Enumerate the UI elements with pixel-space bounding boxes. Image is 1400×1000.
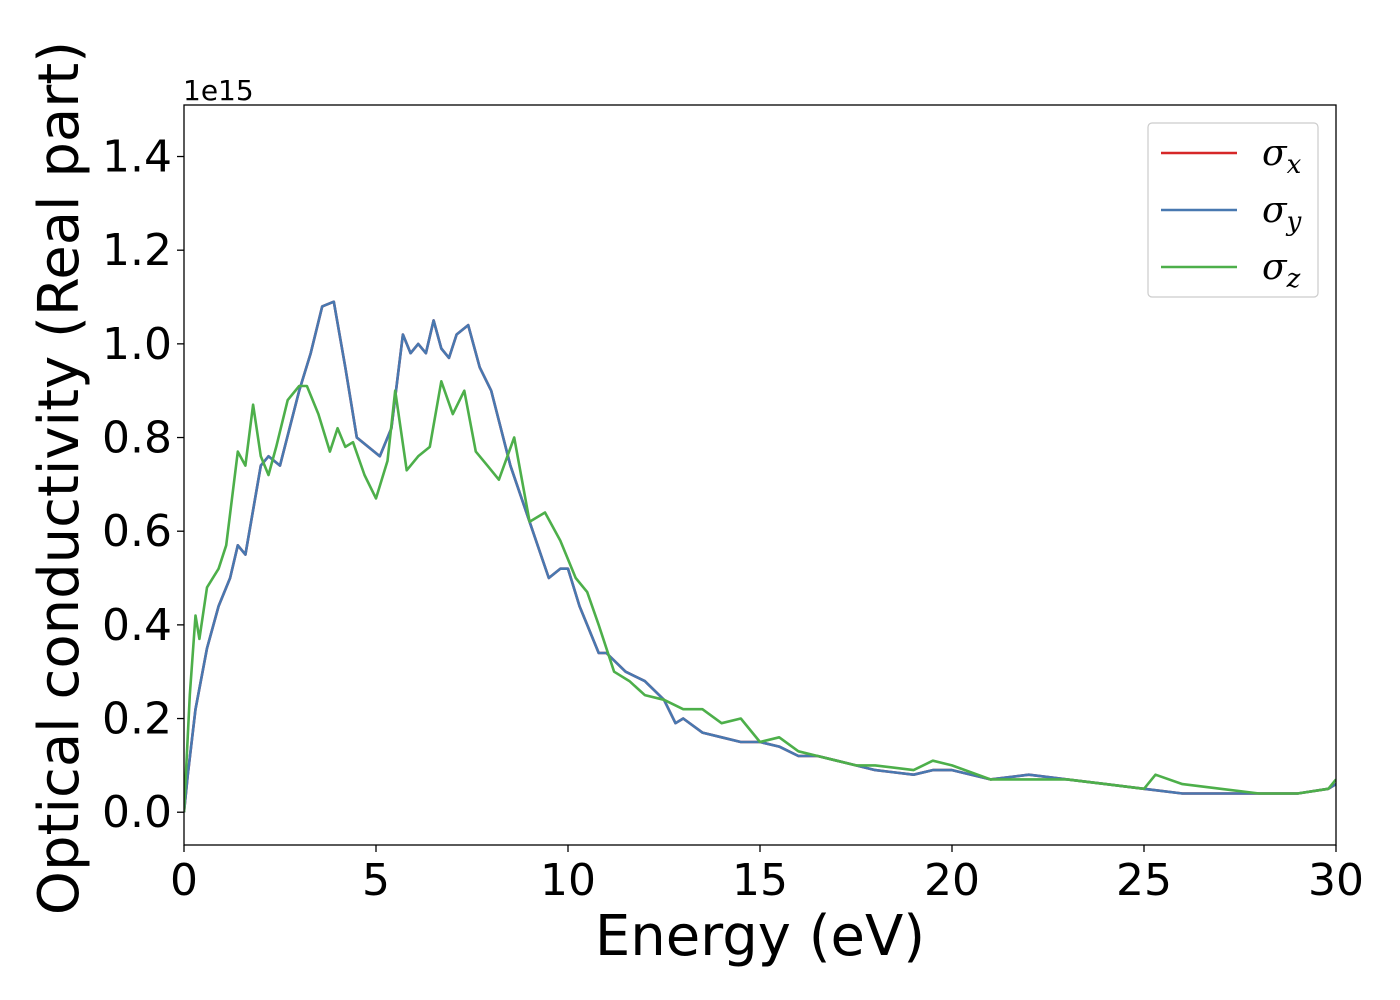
legend-label-y: σy xyxy=(1262,190,1302,237)
x-tick-label: 5 xyxy=(362,855,390,906)
y-tick-label: 0.0 xyxy=(102,787,172,838)
x-axis-title: Energy (eV) xyxy=(595,904,925,969)
y-tick-label: 0.8 xyxy=(102,413,172,464)
series-line-z xyxy=(184,380,1336,813)
y-tick-label: 1.4 xyxy=(102,132,172,183)
y-tick-label: 0.2 xyxy=(102,694,172,745)
x-tick-label: 20 xyxy=(924,855,980,906)
y-tick-label: 0.4 xyxy=(102,600,172,651)
y-axis-title: Optical conductivity (Real part) xyxy=(27,41,92,915)
x-tick-label: 0 xyxy=(170,855,198,906)
y-offset-label: 1e15 xyxy=(183,74,254,107)
x-tick-label: 25 xyxy=(1116,855,1172,906)
y-tick-label: 1.0 xyxy=(102,319,172,370)
x-tick-label: 10 xyxy=(540,855,596,906)
x-tick-label: 15 xyxy=(732,855,788,906)
legend-label-z: σz xyxy=(1262,247,1301,294)
series-layer xyxy=(184,300,1336,813)
legend: σx σy σz xyxy=(1147,122,1319,298)
legend-label-x: σx xyxy=(1262,133,1302,180)
x-axis-ticks: 0 5 10 15 20 25 30 xyxy=(170,845,1364,906)
y-tick-label: 0.6 xyxy=(102,506,172,557)
y-axis-ticks: 0.0 0.2 0.4 0.6 0.8 1.0 1.2 1.4 xyxy=(102,132,184,838)
y-tick-label: 1.2 xyxy=(102,225,172,276)
series-line-y xyxy=(184,300,1336,813)
x-tick-label: 30 xyxy=(1308,855,1364,906)
